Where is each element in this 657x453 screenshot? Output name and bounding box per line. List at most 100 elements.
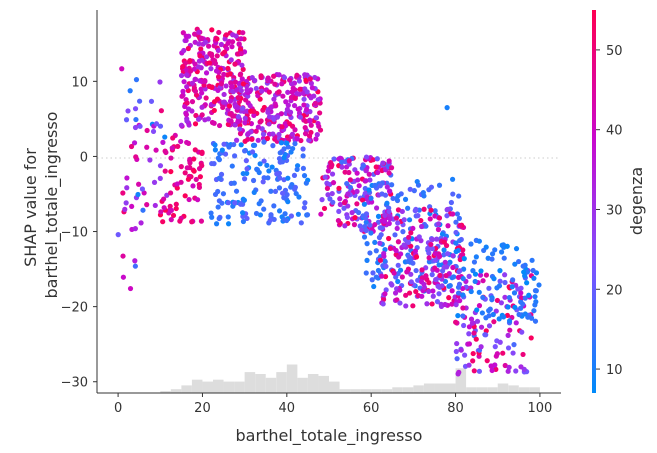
data-point — [234, 87, 240, 93]
data-point — [255, 124, 262, 130]
data-point — [221, 99, 227, 105]
colorbar-label: degenza — [627, 167, 646, 235]
data-point — [345, 191, 351, 197]
data-point — [235, 119, 241, 125]
data-point — [442, 301, 448, 308]
data-point — [349, 210, 355, 216]
data-point — [380, 160, 386, 166]
data-point — [279, 190, 286, 196]
data-point — [173, 201, 179, 207]
data-point — [276, 72, 282, 78]
data-point — [506, 318, 513, 324]
data-point — [136, 98, 143, 104]
data-point — [216, 175, 222, 181]
histogram-bar — [497, 383, 509, 393]
data-point — [336, 185, 342, 191]
data-point — [244, 215, 250, 222]
data-point — [367, 250, 373, 256]
data-point — [163, 149, 169, 156]
histogram-bar — [476, 387, 488, 393]
data-point — [280, 93, 286, 99]
data-point — [460, 252, 466, 258]
data-point — [363, 154, 370, 160]
data-point — [424, 301, 430, 307]
data-point — [468, 288, 474, 295]
y-axis-label-line-2: barthel_totale_ingresso — [42, 112, 62, 299]
data-point — [272, 188, 279, 195]
data-point — [243, 97, 249, 103]
data-point — [382, 273, 389, 280]
data-point — [242, 115, 248, 121]
x-tick-label: 100 — [527, 401, 552, 416]
data-point — [296, 110, 303, 116]
data-point — [506, 294, 512, 301]
data-point — [132, 258, 138, 264]
data-point — [412, 208, 418, 214]
data-point — [490, 311, 496, 318]
data-point — [294, 166, 300, 172]
data-point — [393, 247, 399, 254]
histogram-bar — [329, 381, 340, 393]
data-point — [271, 203, 277, 209]
data-point — [253, 128, 259, 134]
data-point — [283, 99, 289, 105]
data-point — [421, 281, 427, 287]
data-point — [279, 124, 285, 130]
data-point — [153, 147, 159, 153]
data-point — [219, 147, 225, 153]
data-point — [457, 256, 463, 263]
data-point — [198, 35, 205, 41]
data-point — [285, 175, 291, 181]
data-point — [157, 175, 163, 181]
data-point — [269, 164, 275, 170]
histogram-bar — [339, 389, 351, 393]
data-point — [533, 288, 539, 294]
data-point — [144, 127, 150, 134]
histogram-bar — [170, 389, 182, 393]
data-point — [418, 217, 424, 224]
data-point — [477, 272, 484, 278]
data-point — [284, 192, 290, 198]
data-point — [191, 156, 197, 162]
data-point — [180, 88, 186, 94]
data-point — [132, 226, 138, 232]
data-point — [228, 84, 235, 90]
data-point — [284, 217, 290, 224]
data-point — [286, 121, 293, 127]
histogram-bar — [181, 385, 192, 393]
data-point — [300, 165, 306, 172]
data-point — [402, 196, 409, 202]
data-point — [354, 188, 360, 195]
data-point — [373, 164, 379, 170]
data-point — [253, 210, 260, 217]
data-point — [497, 339, 503, 345]
y-axis-label-line-1: SHAP value for — [21, 148, 40, 267]
data-point — [221, 71, 227, 78]
data-point — [240, 105, 246, 111]
data-point — [193, 176, 199, 183]
data-point — [513, 246, 520, 252]
data-point — [526, 292, 532, 298]
data-point — [216, 198, 222, 204]
data-point — [302, 200, 308, 206]
data-point — [413, 254, 420, 260]
x-axis-label: barthel_totale_ingresso — [236, 426, 423, 446]
data-point — [268, 104, 274, 111]
data-point — [377, 240, 383, 246]
histogram-bar — [213, 379, 224, 393]
data-point — [232, 200, 238, 206]
data-point — [239, 62, 245, 68]
data-point — [218, 41, 225, 48]
data-point — [363, 227, 369, 234]
data-point — [183, 37, 189, 44]
data-point — [375, 169, 381, 176]
data-point — [489, 256, 495, 262]
histogram-bar — [413, 385, 424, 393]
data-point — [483, 332, 489, 338]
data-point — [315, 97, 321, 103]
data-point — [238, 36, 244, 42]
data-point — [157, 163, 164, 169]
data-point — [447, 282, 453, 289]
data-point — [450, 264, 456, 271]
data-point — [457, 222, 463, 229]
